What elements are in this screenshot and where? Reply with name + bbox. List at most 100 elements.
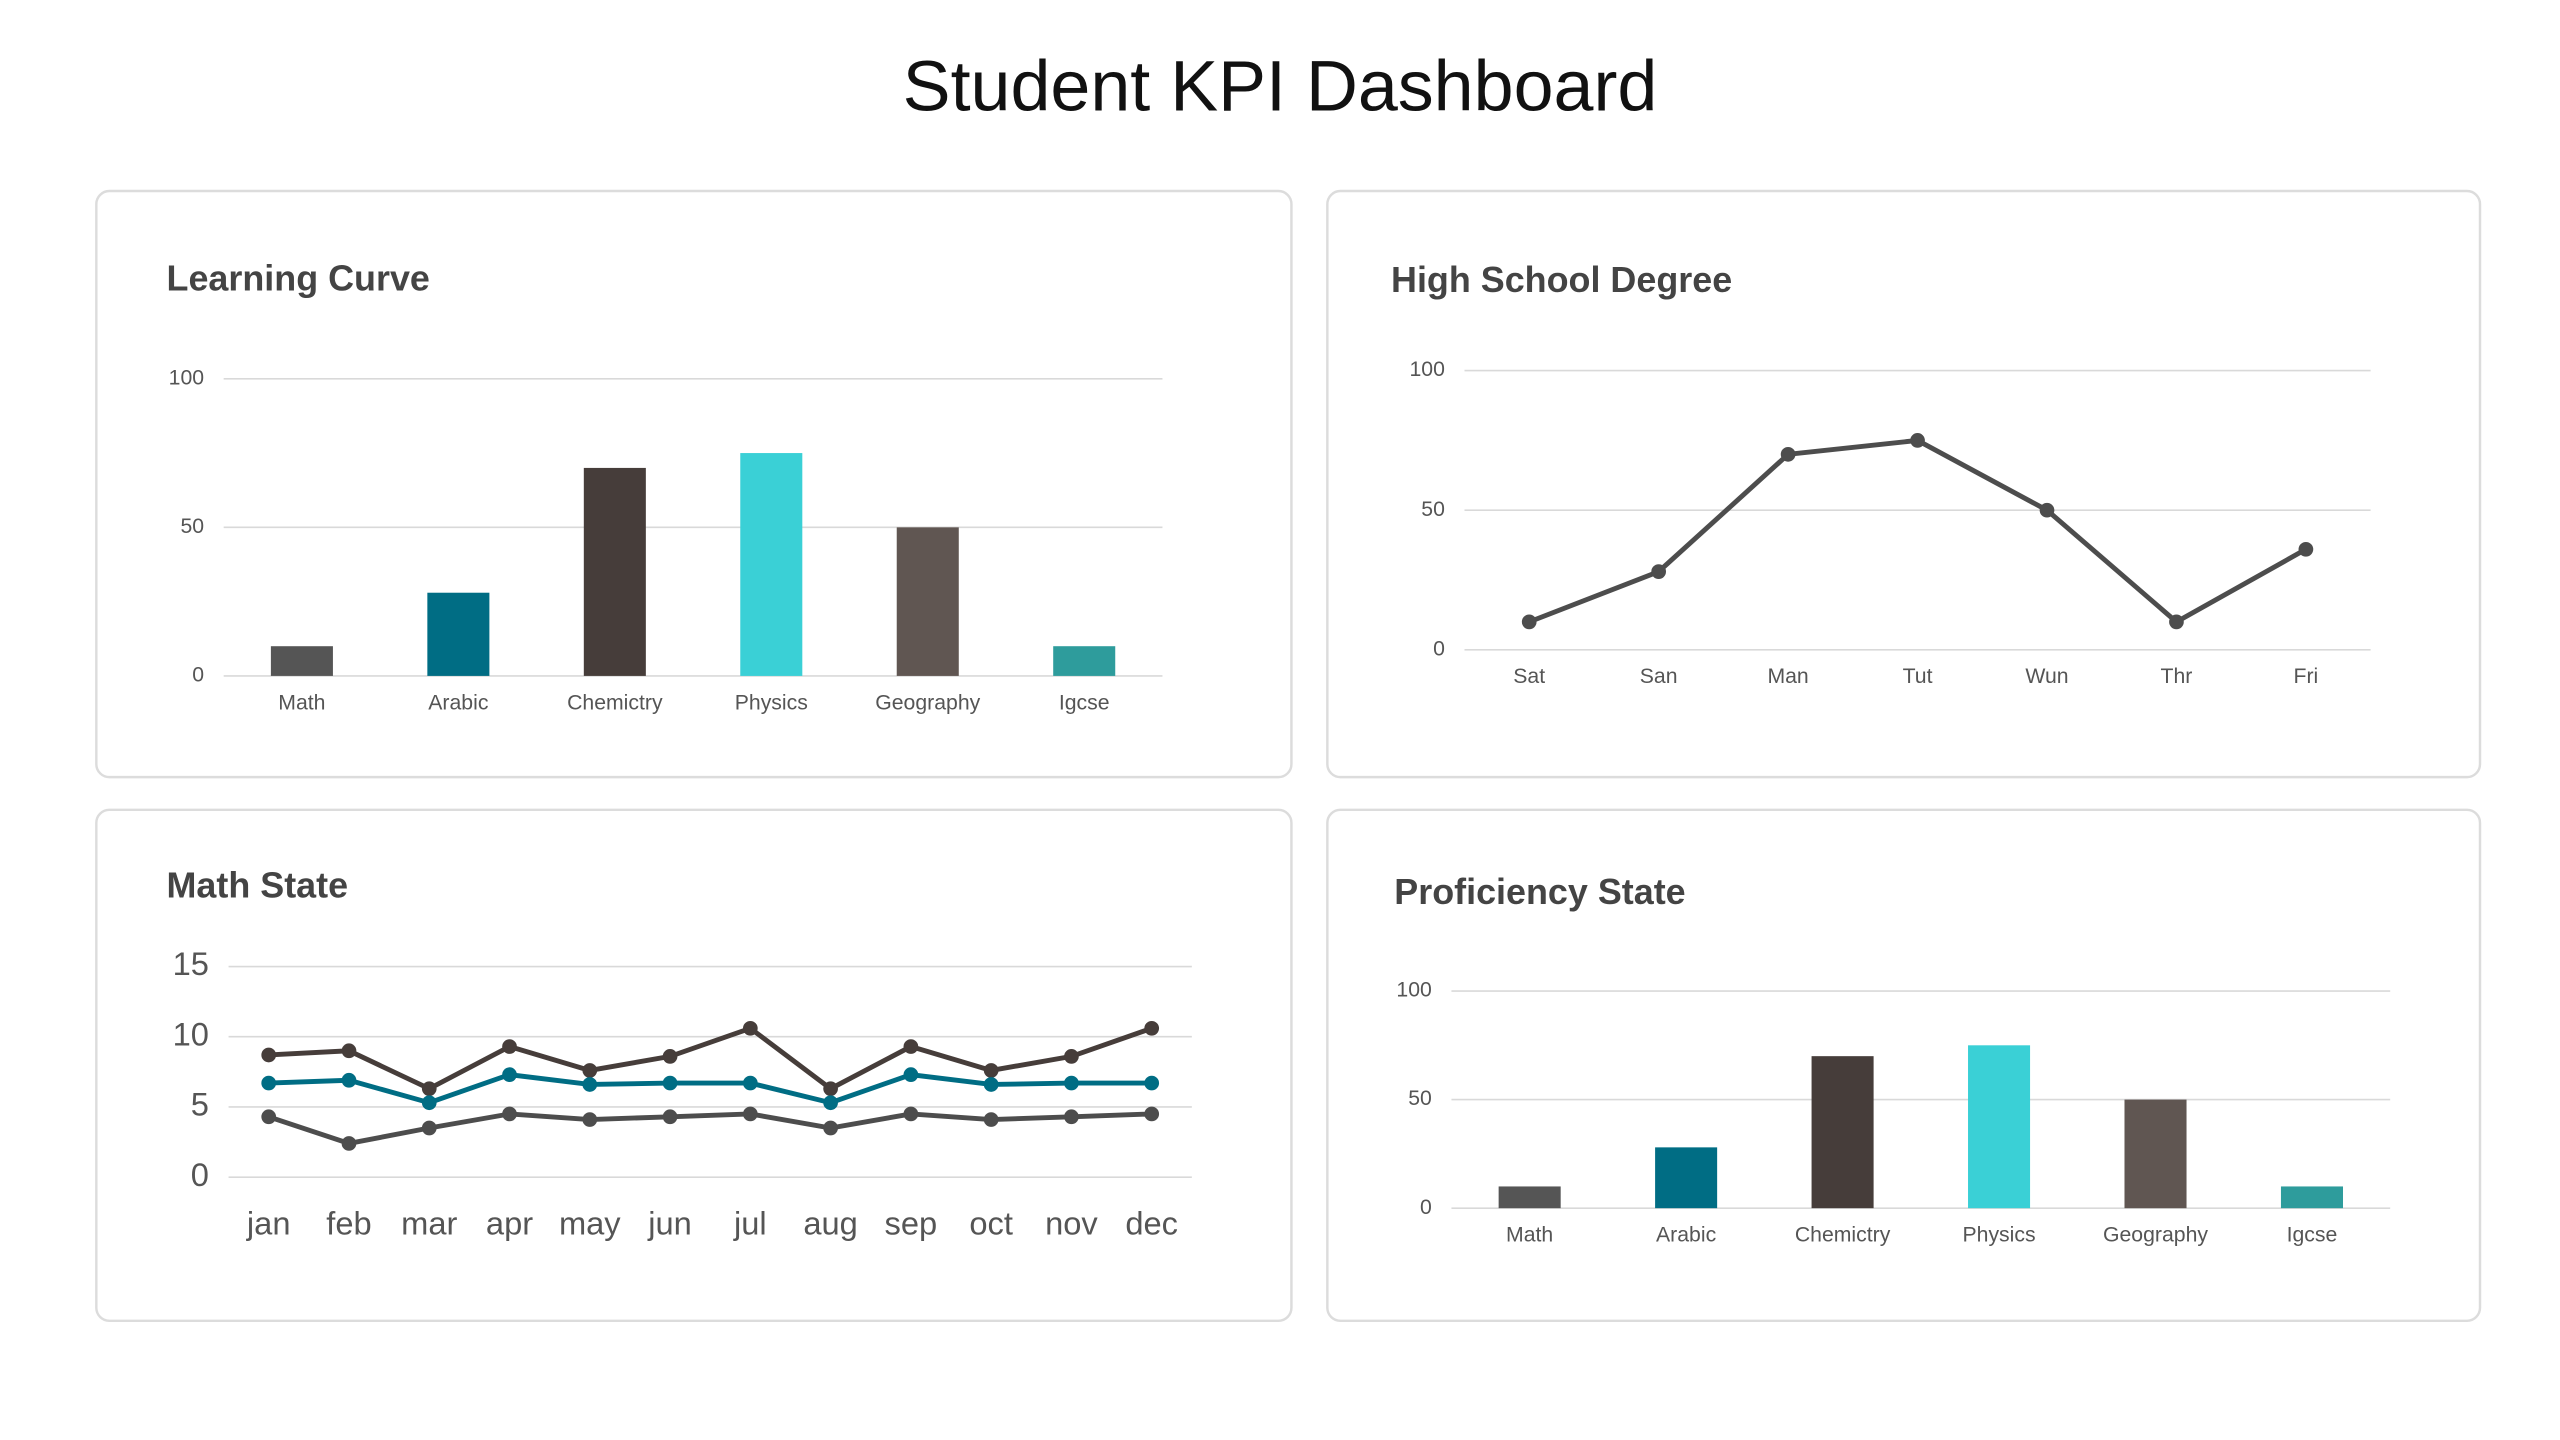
bar — [2124, 1099, 2187, 1209]
y-tick-label: 0 — [192, 664, 204, 687]
y-tick-label: 50 — [1421, 498, 1445, 521]
point — [421, 1120, 437, 1136]
x-tick-label: Chemictry — [567, 691, 663, 714]
point — [502, 1039, 517, 1054]
point — [1064, 1109, 1079, 1125]
x-tick-label: Man — [1767, 665, 1808, 688]
bar — [427, 592, 490, 676]
bar — [1811, 1056, 1874, 1209]
y-tick-label: 100 — [169, 366, 204, 389]
x-tick-label: apr — [486, 1205, 533, 1242]
point — [903, 1106, 919, 1122]
x-tick-label: aug — [803, 1205, 857, 1242]
x-tick-label: may — [559, 1205, 621, 1242]
point — [582, 1112, 598, 1127]
point — [261, 1075, 277, 1091]
x-tick-label: jun — [647, 1205, 692, 1242]
point — [582, 1077, 598, 1092]
bar — [2280, 1186, 2343, 1209]
y-tick-label: 50 — [180, 515, 204, 538]
x-tick-label: jan — [246, 1205, 291, 1242]
y-tick-label: 5 — [191, 1086, 209, 1123]
panel-title: High School Degree — [1391, 259, 1732, 300]
point — [903, 1039, 919, 1054]
point — [421, 1081, 437, 1097]
point — [1780, 447, 1796, 462]
x-tick-label: Physics — [735, 691, 808, 714]
point — [1521, 614, 1537, 630]
bar — [583, 467, 646, 676]
y-tick-label: 0 — [1420, 1196, 1432, 1219]
y-tick-label: 100 — [1409, 358, 1444, 381]
panel — [95, 189, 1293, 779]
x-tick-label: oct — [969, 1205, 1013, 1242]
point — [983, 1063, 999, 1078]
point — [261, 1047, 277, 1063]
point — [823, 1095, 838, 1111]
y-tick-label: 0 — [191, 1156, 209, 1193]
point — [983, 1112, 999, 1127]
bar — [1053, 646, 1116, 676]
point — [742, 1020, 758, 1036]
x-tick-label: sep — [885, 1205, 938, 1242]
y-tick-label: 15 — [173, 945, 209, 982]
point — [662, 1109, 678, 1125]
line — [268, 1025, 1153, 1092]
x-tick-label: Igcse — [2287, 1224, 2338, 1247]
line — [268, 1072, 1152, 1106]
point — [1144, 1106, 1160, 1122]
bar — [1655, 1147, 1718, 1209]
x-tick-label: dec — [1125, 1205, 1178, 1242]
point — [662, 1049, 678, 1064]
bar — [740, 453, 803, 676]
x-tick-label: Chemictry — [1795, 1224, 1891, 1247]
bar — [896, 527, 959, 676]
x-tick-label: Wun — [2025, 665, 2068, 688]
panel — [1326, 189, 2482, 779]
point — [502, 1106, 517, 1122]
point — [261, 1109, 277, 1125]
panel-title: Learning Curve — [167, 257, 430, 298]
bar — [1968, 1045, 2031, 1209]
point — [341, 1072, 357, 1088]
point — [662, 1075, 678, 1091]
point — [903, 1067, 919, 1082]
line — [267, 1111, 1152, 1146]
point — [2169, 614, 2184, 630]
point — [1651, 564, 1667, 579]
point — [1064, 1049, 1079, 1064]
x-tick-label: Geography — [875, 691, 980, 714]
point — [742, 1106, 758, 1122]
x-tick-label: jul — [733, 1205, 767, 1242]
y-tick-label: 0 — [1433, 637, 1445, 660]
point — [582, 1063, 598, 1078]
bar — [270, 646, 333, 676]
x-tick-label: Arabic — [1656, 1224, 1717, 1247]
point — [1144, 1020, 1160, 1036]
point — [341, 1136, 357, 1151]
y-tick-label: 100 — [1396, 979, 1431, 1002]
x-tick-label: Thr — [2161, 665, 2193, 688]
point — [1144, 1075, 1160, 1091]
point — [341, 1043, 357, 1059]
point — [1910, 433, 1925, 448]
point — [421, 1095, 437, 1111]
point — [823, 1120, 838, 1136]
x-tick-label: Math — [278, 691, 325, 714]
bar — [1498, 1186, 1561, 1209]
point — [1064, 1075, 1079, 1091]
x-tick-label: Igcse — [1059, 691, 1110, 714]
point — [742, 1075, 758, 1091]
x-tick-label: mar — [401, 1205, 457, 1242]
x-tick-label: San — [1640, 665, 1678, 688]
point — [2039, 502, 2055, 518]
x-tick-label: Physics — [1962, 1224, 2035, 1247]
point — [502, 1067, 517, 1082]
x-tick-label: Math — [1506, 1224, 1553, 1247]
x-tick-label: Tut — [1903, 665, 1933, 688]
x-tick-label: nov — [1045, 1205, 1098, 1242]
panel-title: Proficiency State — [1394, 871, 1685, 912]
x-tick-label: Fri — [2294, 665, 2319, 688]
